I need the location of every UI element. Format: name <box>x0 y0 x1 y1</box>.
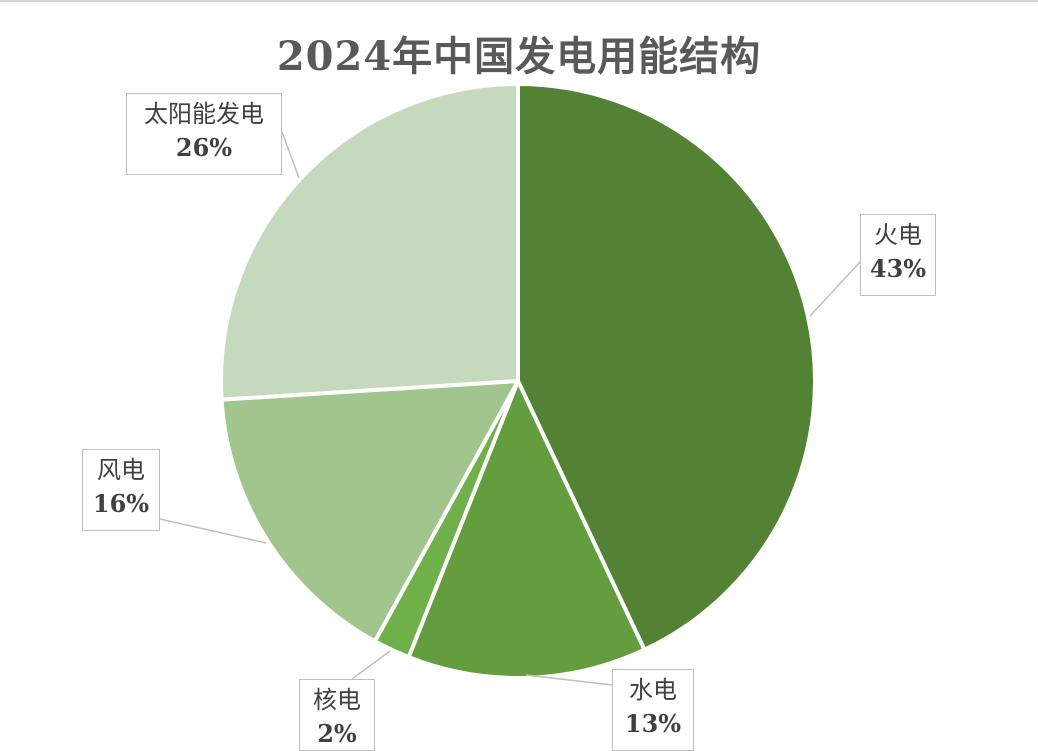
slice-percent-solar: 26% <box>175 133 233 162</box>
slice-name-thermal: 火电 <box>874 221 922 249</box>
pie-slice-hydro <box>406 379 647 680</box>
slice-name-solar: 太阳能发电 <box>144 100 264 128</box>
leader-line-solar <box>281 131 300 179</box>
leader-line-thermal <box>809 261 861 317</box>
data-label-solar: 太阳能发电 26% <box>126 93 282 175</box>
slice-percent-nuclear: 2% <box>317 719 357 748</box>
slice-name-hydro: 水电 <box>629 676 677 704</box>
chart-title: 2024年中国发电用能结构 <box>276 33 762 80</box>
slice-percent-wind: 16% <box>92 489 150 518</box>
pie-slice-wind <box>219 379 520 644</box>
slice-name-nuclear: 核电 <box>313 686 361 714</box>
slice-percent-thermal: 43% <box>869 254 927 283</box>
leader-line-hydro <box>525 674 613 686</box>
data-label-thermal: 火电 43% <box>860 214 936 296</box>
slice-name-wind: 风电 <box>97 456 145 484</box>
pie-slice-thermal <box>516 82 817 652</box>
top-divider <box>0 0 1038 2</box>
pie-slice-solar <box>219 82 520 402</box>
data-label-hydro: 水电 13% <box>612 669 694 751</box>
data-label-nuclear: 核电 2% <box>299 679 375 751</box>
leader-line-nuclear <box>351 650 391 680</box>
data-label-wind: 风电 16% <box>82 449 160 531</box>
slice-percent-hydro: 13% <box>624 709 682 738</box>
leader-line-wind <box>159 518 267 544</box>
